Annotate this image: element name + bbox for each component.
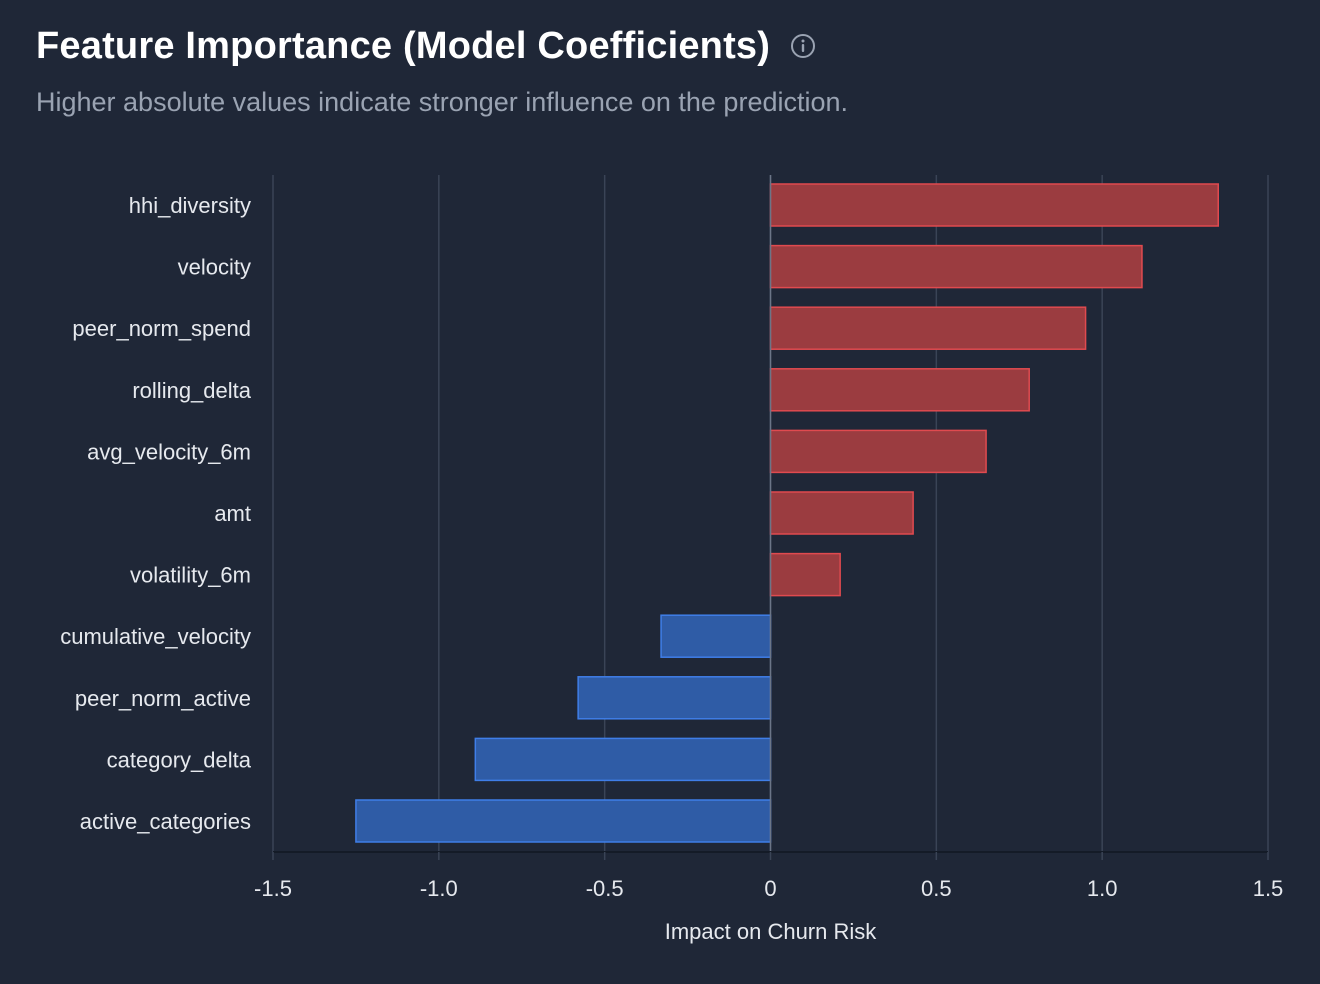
y-tick-label: amt	[214, 501, 251, 526]
y-tick-label: avg_velocity_6m	[87, 439, 251, 464]
y-tick-label: active_categories	[80, 809, 251, 834]
x-axis-title: Impact on Churn Risk	[665, 919, 878, 944]
chart-title: Feature Importance (Model Coefficients)	[36, 25, 771, 67]
bar-rolling_delta	[769, 368, 1030, 412]
bar-peer_norm_spend	[769, 306, 1087, 350]
y-axis-labels: hhi_diversity velocity peer_norm_spendroll…	[60, 193, 252, 834]
bar-peer_norm_active	[577, 676, 772, 720]
x-axis: -1.5 -1.0 -0.5 0 0.5 1.0 1.5 Impact on Churn Ri…	[254, 851, 1284, 944]
y-tick-label: volatility_6m	[130, 563, 251, 588]
bar-avg_velocity_6m	[769, 429, 987, 474]
bar-category_delta	[474, 737, 772, 782]
y-tick-label: peer_norm_active	[75, 686, 251, 711]
y-tick-label: cumulative_velocity	[60, 624, 251, 649]
y-tick-label: category_delta	[107, 747, 252, 772]
y-tick-label: velocity	[178, 255, 251, 280]
bar-cumulative_velocity	[660, 614, 772, 658]
x-tick-label: 1.0	[1087, 876, 1118, 901]
bar-volatility_6m	[769, 552, 841, 597]
bar-velocity	[769, 244, 1143, 289]
x-tick-label: 0.5	[921, 876, 952, 901]
x-tick-label: -1.0	[420, 876, 458, 901]
x-tick-label: -1.5	[254, 876, 292, 901]
chart-subtitle: Higher absolute values indicate stronger…	[36, 87, 849, 117]
bars	[355, 183, 1219, 843]
bar-active_categories	[355, 799, 772, 843]
y-tick-label: peer_norm_spend	[72, 316, 251, 341]
bar-hhi_diversity	[769, 183, 1219, 227]
info-icon[interactable]	[790, 33, 816, 59]
x-tick-label: -0.5	[586, 876, 624, 901]
title-row: Feature Importance (Model Coefficients)	[36, 22, 816, 70]
y-tick-label: rolling_delta	[132, 378, 251, 403]
x-tick-label: 0	[764, 876, 776, 901]
bar-amt	[769, 491, 914, 535]
x-tick-label: 1.5	[1253, 876, 1284, 901]
y-tick-label: hhi_diversity	[129, 193, 251, 218]
